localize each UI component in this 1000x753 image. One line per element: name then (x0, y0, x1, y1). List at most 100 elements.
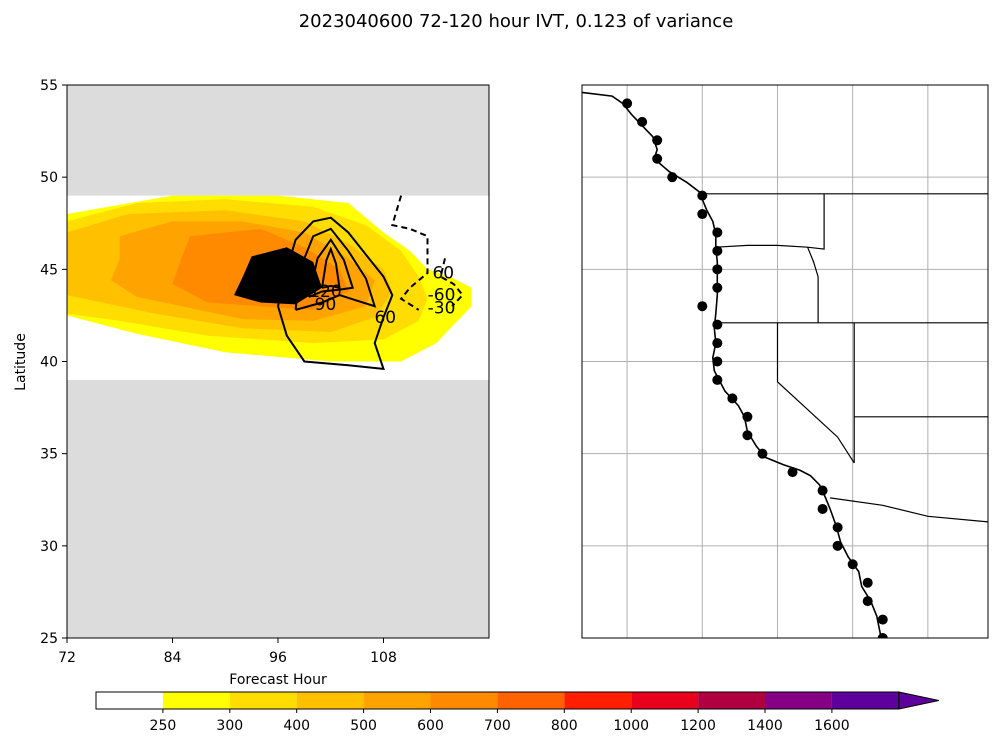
y-tick-label: 40 (40, 355, 58, 371)
station-point (862, 577, 873, 588)
station-point (712, 227, 723, 238)
station-point (667, 172, 678, 183)
x-tick-label: 84 (164, 650, 182, 666)
station-point (697, 209, 708, 220)
colorbar-extend-arrow (898, 691, 939, 710)
contour-line (321, 246, 341, 290)
station-point (877, 614, 888, 625)
colorbar-segment (296, 692, 364, 709)
border-line (830, 497, 988, 523)
border-line (807, 246, 819, 323)
station-point (817, 485, 828, 496)
y-tick-label: 35 (40, 447, 58, 463)
station-point (712, 338, 723, 349)
station-point (727, 393, 738, 404)
contour-label: -60 (428, 286, 456, 306)
masked-region (67, 379, 489, 638)
station-point (757, 448, 768, 459)
colorbar-tick-label: 600 (417, 718, 444, 734)
filled-contour-700 (234, 247, 322, 305)
y-tick-label: 50 (40, 170, 58, 186)
colorbar-segment (430, 692, 498, 709)
station-point (712, 374, 723, 385)
masked-regions (67, 85, 489, 638)
colorbar-segment (162, 692, 230, 709)
colorbar-tick-label: 1400 (747, 718, 783, 734)
station-point (712, 282, 723, 293)
contour-line (307, 238, 355, 298)
colorbar-tick-label: 1000 (613, 718, 649, 734)
colorbar-tick-label: 500 (350, 718, 377, 734)
colorbar-tick-label: 1600 (814, 718, 850, 734)
y-axis-label: Latitude (13, 333, 29, 391)
contour-label: 60 (374, 308, 396, 328)
station-point (712, 356, 723, 367)
station-point (847, 559, 858, 570)
colorbar-segment (698, 692, 765, 709)
colorbar-segment (631, 692, 699, 709)
colorbar-segment (564, 692, 632, 709)
colorbar-tick-label: 300 (216, 718, 243, 734)
colorbar-tick-label: 400 (283, 718, 310, 734)
colorbar-tick-label: 700 (484, 718, 511, 734)
station-point (697, 301, 708, 312)
station-point (712, 319, 723, 330)
y-axis-ticks: 25 30 35 40 45 50 55 (40, 78, 67, 647)
figure-title: 2023040600 72-120 hour IVT, 0.123 of var… (299, 11, 734, 32)
y-tick-label: 30 (40, 539, 58, 555)
station-point (742, 430, 753, 441)
station-point (652, 135, 663, 146)
x-tick-label: 72 (58, 650, 76, 666)
border-line (715, 193, 825, 250)
x-tick-label: 108 (370, 650, 397, 666)
station-point (832, 522, 843, 533)
contour-label: 60 (432, 264, 454, 284)
contour-line (391, 195, 429, 311)
colorbar-tick-label: 800 (551, 718, 578, 734)
colorbar: 250 300 400 500 600 700 800 1000 1200 1400 1600 (95, 691, 939, 734)
x-axis-label: Forecast Hour (229, 672, 327, 688)
colorbar-tick-label: 1200 (680, 718, 716, 734)
contour-label: 90 (315, 295, 337, 315)
station-point (622, 98, 633, 109)
colorbar-segment (363, 692, 431, 709)
station-point (832, 540, 843, 551)
x-axis-ticks: 72 84 96 108 (58, 638, 397, 666)
contour-label: -30 (428, 299, 456, 319)
colorbar-segment (96, 692, 163, 709)
masked-region (67, 85, 489, 196)
station-point (697, 190, 708, 201)
station-point (787, 467, 798, 478)
colorbar-segment (831, 692, 899, 709)
station-point (877, 633, 888, 638)
station-point (652, 153, 663, 164)
colorbar-ticks: 250 300 400 500 600 700 800 1000 1200 1400 1600 (150, 709, 850, 734)
x-tick-label: 96 (269, 650, 287, 666)
y-tick-label: 45 (40, 262, 58, 278)
map-frame (581, 84, 989, 639)
station-point (637, 116, 648, 127)
station-point (817, 503, 828, 514)
contour-line (439, 258, 464, 307)
colorbar-tick-label: 250 (150, 718, 177, 734)
contour-line (277, 216, 394, 371)
colorbar-segment (229, 692, 297, 709)
contour-lines (277, 195, 464, 371)
station-point (862, 596, 873, 607)
map-panel (581, 84, 989, 639)
y-tick-label: 25 (40, 631, 58, 647)
station-point (742, 411, 753, 422)
border-line (776, 322, 855, 464)
contour-label: 120 (309, 282, 341, 302)
station-point (712, 245, 723, 256)
colorbar-segments (95, 691, 939, 710)
colorbar-segment (497, 692, 565, 709)
y-tick-label: 55 (40, 78, 58, 94)
station-points (622, 98, 888, 638)
contour-line (294, 227, 377, 311)
colorbar-segment (765, 692, 832, 709)
station-point (712, 264, 723, 275)
